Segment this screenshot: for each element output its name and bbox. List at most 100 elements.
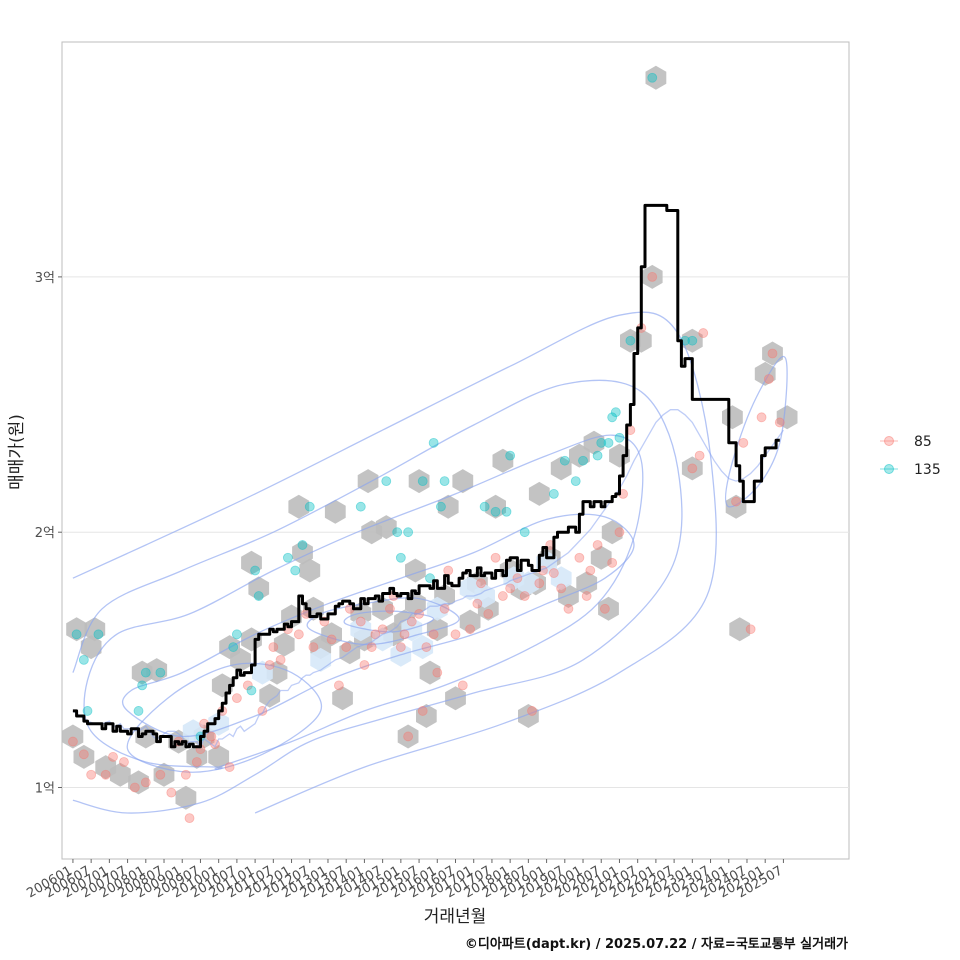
point-85-73: [585, 565, 596, 576]
point-85-69: [556, 583, 567, 594]
point-85-75: [599, 603, 610, 614]
median-line-layer: [72, 203, 780, 749]
point-85-43: [399, 629, 410, 640]
hexbin-16: [208, 744, 230, 769]
point-85-0: [68, 736, 78, 747]
point-135-19: [381, 476, 392, 487]
point-85-52: [443, 565, 454, 576]
median-price-line: [72, 203, 780, 749]
hexbin-dense-2: [252, 660, 273, 685]
point-135-12: [250, 565, 261, 576]
point-135-39: [603, 437, 614, 448]
hexbin-52: [437, 494, 459, 519]
point-85-90: [767, 348, 778, 359]
hexbin-22: [248, 576, 270, 601]
point-135-28: [479, 501, 490, 512]
point-85-6: [129, 782, 140, 793]
point-135-43: [625, 335, 636, 346]
hexbin-77: [641, 264, 663, 289]
hexbin-76: [630, 328, 652, 353]
hexbin-19: [230, 647, 251, 672]
hexbin-39: [357, 469, 379, 494]
point-135-34: [559, 455, 570, 466]
x-axis-ticks: 2006012006072007012007072008012008072009…: [24, 859, 785, 901]
point-135-22: [403, 527, 414, 538]
hexbin-2: [66, 617, 87, 642]
point-135-36: [578, 455, 588, 466]
point-85-88: [756, 412, 767, 423]
y-tick-label-2: 3억: [35, 271, 55, 286]
point-85-33: [341, 642, 352, 652]
y-axis-title: 매매가(원): [7, 414, 27, 490]
density-contour-0: [121, 513, 635, 738]
point-85-25: [275, 654, 286, 665]
point-85-9: [166, 787, 177, 798]
hexbin-29: [299, 558, 321, 583]
hexbin-27: [288, 494, 310, 519]
point-85-32: [334, 680, 344, 691]
hexbin-34: [332, 686, 353, 711]
hexbin-59: [492, 448, 514, 473]
hexbin-62: [518, 704, 539, 728]
point-135-38: [596, 437, 607, 448]
hexbin-21: [241, 550, 262, 575]
point-135-14: [282, 552, 293, 563]
hexbin-dense-9: [426, 596, 448, 621]
point-85-68: [548, 568, 559, 578]
point-85-36: [359, 660, 370, 670]
point-85-13: [191, 757, 202, 767]
point-135-46: [687, 335, 698, 346]
legend-label-85: 85: [914, 434, 932, 450]
point-85-82: [687, 463, 698, 474]
point-85-11: [180, 769, 191, 780]
point-85-5: [119, 757, 129, 767]
hexbin-81: [722, 405, 743, 430]
point-85-50: [432, 667, 443, 678]
hexbin-dense-13: [518, 571, 539, 596]
point-85-83: [694, 450, 705, 461]
hexbin-9: [146, 658, 168, 683]
point-85-81: [647, 271, 658, 282]
point-135-3: [93, 629, 104, 640]
hexbin-68: [569, 443, 590, 468]
point-85-16: [206, 731, 217, 742]
hexbin-33: [324, 499, 346, 524]
hexbin-83: [729, 617, 751, 642]
point-135-30: [501, 506, 512, 517]
x-axis-title: 거래년월: [424, 907, 487, 927]
point-135-18: [355, 501, 366, 512]
hexbin-1: [73, 744, 95, 769]
point-135-37: [592, 450, 603, 461]
point-85-61: [505, 583, 516, 594]
hexbin-84: [754, 361, 776, 386]
point-85-12: [184, 813, 195, 824]
point-85-39: [377, 624, 388, 635]
hexbin-86: [776, 405, 798, 430]
hexbin-71: [590, 545, 612, 570]
point-85-35: [355, 616, 366, 627]
hexbin-dense-4: [350, 617, 372, 642]
point-85-20: [231, 693, 242, 704]
point-85-54: [457, 680, 468, 691]
point-85-70: [563, 603, 574, 614]
point-85-76: [607, 557, 618, 568]
hexbin-67: [558, 584, 579, 608]
point-85-42: [395, 642, 406, 652]
point-135-13: [253, 591, 264, 601]
point-85-74: [592, 540, 603, 550]
point-85-27: [293, 629, 304, 640]
point-135-20: [392, 527, 403, 538]
point-85-63: [519, 591, 530, 601]
hexbin-78: [645, 65, 667, 90]
hexbin-54: [452, 469, 474, 494]
point-85-2: [86, 769, 97, 780]
point-135-10: [231, 629, 242, 640]
point-135-31: [505, 450, 516, 461]
hexbin-dense-15: [550, 566, 572, 591]
hexbin-64: [528, 481, 550, 506]
point-85-37: [366, 642, 377, 652]
point-85-45: [406, 616, 417, 627]
point-85-72: [581, 591, 592, 601]
point-85-31: [326, 634, 337, 645]
